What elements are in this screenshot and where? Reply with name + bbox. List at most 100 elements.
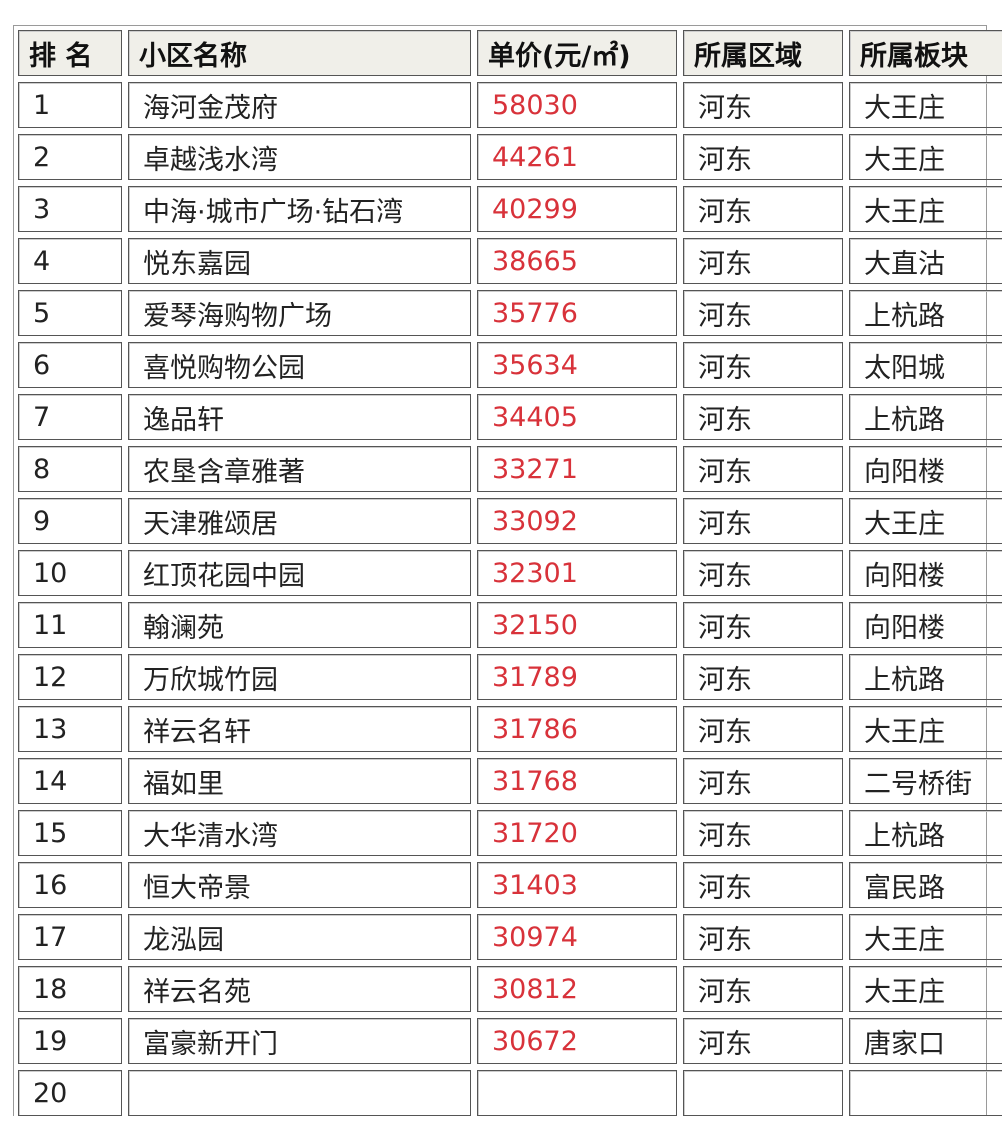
cell-price: 35634 <box>477 342 677 388</box>
table-row: 1 海河金茂府 58030 河东 大王庄 <box>18 82 1002 128</box>
cell-name: 逸品轩 <box>128 394 471 440</box>
table-row: 9 天津雅颂居 33092 河东 大王庄 <box>18 498 1002 544</box>
table-row: 8 农垦含章雅著 33271 河东 向阳楼 <box>18 446 1002 492</box>
cell-block: 上杭路 <box>849 290 1002 336</box>
table-row: 19 富豪新开门 30672 河东 唐家口 <box>18 1018 1002 1064</box>
cell-rank: 9 <box>18 498 122 544</box>
cell-name: 祥云名轩 <box>128 706 471 752</box>
cell-district: 河东 <box>683 290 843 336</box>
table-row: 6 喜悦购物公园 35634 河东 太阳城 <box>18 342 1002 388</box>
cell-name: 大华清水湾 <box>128 810 471 856</box>
header-district: 所属区域 <box>683 30 843 76</box>
cell-district: 河东 <box>683 602 843 648</box>
cell-district: 河东 <box>683 914 843 960</box>
cell-price: 30974 <box>477 914 677 960</box>
cell-price: 31786 <box>477 706 677 752</box>
cell-rank: 19 <box>18 1018 122 1064</box>
table-row: 7 逸品轩 34405 河东 上杭路 <box>18 394 1002 440</box>
cell-price: 32301 <box>477 550 677 596</box>
cell-block: 大王庄 <box>849 966 1002 1012</box>
cell-block: 大王庄 <box>849 914 1002 960</box>
table-row: 2 卓越浅水湾 44261 河东 大王庄 <box>18 134 1002 180</box>
ranking-table: 排 名 小区名称 单价(元/㎡) 所属区域 所属板块 1 海河金茂府 58030 河东… <box>12 24 1002 1122</box>
cell-price: 32150 <box>477 602 677 648</box>
cell-district: 河东 <box>683 706 843 752</box>
cell-rank: 16 <box>18 862 122 908</box>
cell-price: 31403 <box>477 862 677 908</box>
cell-price: 33271 <box>477 446 677 492</box>
cell-district: 河东 <box>683 394 843 440</box>
cell-block: 太阳城 <box>849 342 1002 388</box>
cell-block: 向阳楼 <box>849 602 1002 648</box>
cell-block <box>849 1070 1002 1116</box>
cell-district: 河东 <box>683 550 843 596</box>
cell-name: 龙泓园 <box>128 914 471 960</box>
cell-district: 河东 <box>683 186 843 232</box>
cell-price: 30672 <box>477 1018 677 1064</box>
table-row: 16 恒大帝景 31403 河东 富民路 <box>18 862 1002 908</box>
cell-name: 海河金茂府 <box>128 82 471 128</box>
cell-district: 河东 <box>683 810 843 856</box>
cell-price: 40299 <box>477 186 677 232</box>
cell-rank: 7 <box>18 394 122 440</box>
cell-rank: 20 <box>18 1070 122 1116</box>
cell-district: 河东 <box>683 1018 843 1064</box>
cell-rank: 4 <box>18 238 122 284</box>
ranking-table-container: 排 名 小区名称 单价(元/㎡) 所属区域 所属板块 1 海河金茂府 58030 河东… <box>13 25 1002 1116</box>
cell-name: 悦东嘉园 <box>128 238 471 284</box>
cell-rank: 17 <box>18 914 122 960</box>
cell-rank: 10 <box>18 550 122 596</box>
cell-rank: 2 <box>18 134 122 180</box>
cell-block: 大王庄 <box>849 82 1002 128</box>
cell-rank: 5 <box>18 290 122 336</box>
cell-block: 大王庄 <box>849 134 1002 180</box>
cell-price: 33092 <box>477 498 677 544</box>
cell-rank: 12 <box>18 654 122 700</box>
cell-price: 31768 <box>477 758 677 804</box>
cell-rank: 1 <box>18 82 122 128</box>
cell-name: 翰澜苑 <box>128 602 471 648</box>
table-row: 12 万欣城竹园 31789 河东 上杭路 <box>18 654 1002 700</box>
cell-rank: 6 <box>18 342 122 388</box>
cell-name: 天津雅颂居 <box>128 498 471 544</box>
cell-block: 大王庄 <box>849 498 1002 544</box>
cell-price: 30812 <box>477 966 677 1012</box>
cell-district: 河东 <box>683 446 843 492</box>
cell-price: 35776 <box>477 290 677 336</box>
header-block: 所属板块 <box>849 30 1002 76</box>
header-name: 小区名称 <box>128 30 471 76</box>
cell-district: 河东 <box>683 238 843 284</box>
cell-name: 农垦含章雅著 <box>128 446 471 492</box>
cell-rank: 11 <box>18 602 122 648</box>
cell-district: 河东 <box>683 498 843 544</box>
table-row: 5 爱琴海购物广场 35776 河东 上杭路 <box>18 290 1002 336</box>
table-row: 13 祥云名轩 31786 河东 大王庄 <box>18 706 1002 752</box>
header-row: 排 名 小区名称 单价(元/㎡) 所属区域 所属板块 <box>18 30 1002 76</box>
table-row: 14 福如里 31768 河东 二号桥街 <box>18 758 1002 804</box>
cell-rank: 18 <box>18 966 122 1012</box>
cell-block: 向阳楼 <box>849 550 1002 596</box>
table-row: 18 祥云名苑 30812 河东 大王庄 <box>18 966 1002 1012</box>
cell-price: 31720 <box>477 810 677 856</box>
table-row: 4 悦东嘉园 38665 河东 大直沽 <box>18 238 1002 284</box>
cell-name: 祥云名苑 <box>128 966 471 1012</box>
cell-name <box>128 1070 471 1116</box>
table-row: 15 大华清水湾 31720 河东 上杭路 <box>18 810 1002 856</box>
cell-price <box>477 1070 677 1116</box>
cell-block: 二号桥街 <box>849 758 1002 804</box>
cell-name: 万欣城竹园 <box>128 654 471 700</box>
table-row: 10 红顶花园中园 32301 河东 向阳楼 <box>18 550 1002 596</box>
cell-name: 卓越浅水湾 <box>128 134 471 180</box>
cell-block: 唐家口 <box>849 1018 1002 1064</box>
cell-name: 中海·城市广场·钻石湾 <box>128 186 471 232</box>
cell-district: 河东 <box>683 134 843 180</box>
cell-district: 河东 <box>683 342 843 388</box>
cell-name: 恒大帝景 <box>128 862 471 908</box>
cell-price: 38665 <box>477 238 677 284</box>
cell-block: 大直沽 <box>849 238 1002 284</box>
cell-block: 向阳楼 <box>849 446 1002 492</box>
cell-name: 红顶花园中园 <box>128 550 471 596</box>
cell-block: 上杭路 <box>849 654 1002 700</box>
table-row: 20 <box>18 1070 1002 1116</box>
cell-rank: 14 <box>18 758 122 804</box>
